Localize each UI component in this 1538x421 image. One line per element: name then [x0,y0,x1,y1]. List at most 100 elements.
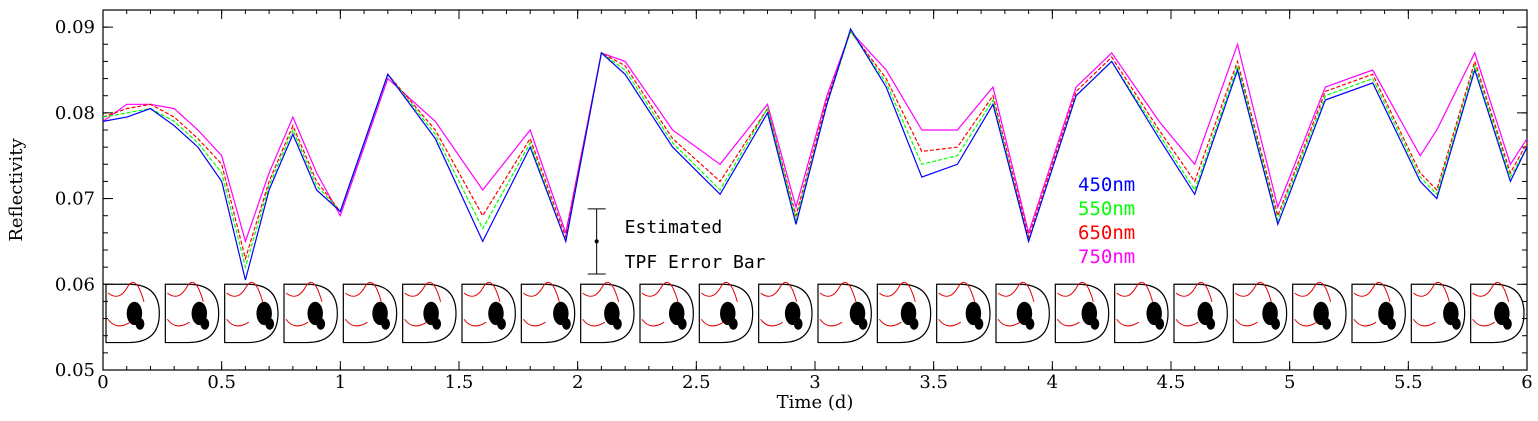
inset-image [342,281,398,344]
inset-cloud-contour [760,281,798,327]
inset-land-mass-small [974,318,984,330]
inset-image [580,281,635,344]
inset-cloud-contour [522,281,560,327]
series-line-750nm [102,30,1528,244]
inset-cloud-contour [819,281,857,327]
inset-hemisphere-outline [520,283,576,344]
inset-cloud-contour [226,281,264,327]
x-tick-label: 4 [1047,372,1058,393]
inset-image [1173,281,1228,344]
inset-cloud-contour [404,281,442,327]
inset-hemisphere-outline [639,283,694,344]
inset-land-mass-small [1155,318,1165,330]
inset-land-mass-small [612,318,622,330]
x-tick-label: 5 [1284,372,1295,393]
x-tick-label: 1.5 [445,372,474,393]
inset-land-mass-small [432,318,442,330]
inset-cloud-contour [1472,281,1510,327]
legend-entry-550nm: 550nm [1078,198,1135,220]
inset-cloud-contour [285,281,323,327]
legend-entry-750nm: 750nm [1078,246,1135,268]
inset-cloud-contour [878,281,916,327]
inset-image [1351,281,1406,344]
inset-cloud-contour [1353,281,1391,327]
x-tick-label: 0 [97,372,108,393]
inset-land-mass-small [381,318,391,330]
annotation-line-2: TPF Error Bar [625,252,766,273]
inset-image [1232,281,1288,344]
inset-land-mass-small [677,318,687,330]
inset-cloud-contour [1294,281,1332,327]
inset-image [520,281,576,344]
inset-land-mass-small [728,318,738,330]
inset-land-mass-small [858,318,868,330]
inset-land-mass-small [200,318,210,330]
inset-cloud-contour [166,281,204,327]
inset-land-mass-small [1090,318,1100,330]
y-tick-label: 0.09 [55,17,95,38]
error-bar-center-point [594,239,599,244]
series-group [102,27,1528,281]
series-line-450nm [102,27,1528,281]
inset-hemisphere-outline [1410,283,1466,344]
x-tick-label: 3.5 [919,372,948,393]
x-tick-label: 0.5 [207,372,236,393]
y-tick-label: 0.08 [55,103,95,124]
inset-hemisphere-outline [817,283,872,344]
y-axis-title: Reflectivity [6,138,27,242]
inset-image [1054,281,1110,344]
inset-image [758,281,813,344]
inset-land-mass-small [1322,318,1332,330]
inset-cloud-contour [1412,281,1450,327]
inset-image [1114,281,1169,344]
x-axis-title: Time (d) [777,392,854,413]
inset-image [639,281,694,344]
inset-cloud-contour [1234,281,1272,327]
inset-hemisphere-outline [1114,283,1169,344]
inset-land-mass-small [793,318,803,330]
inset-cloud-contour [1116,281,1154,327]
inset-hemisphere-outline [342,283,398,344]
y-tick-label: 0.07 [55,189,95,210]
inset-cloud-contour [582,281,620,327]
inset-land-mass-small [497,318,506,330]
series-line-550nm [102,30,1528,270]
inset-cloud-contour [463,281,501,327]
inset-cloud-contour [344,281,382,327]
inset-images-group [105,281,1525,344]
inset-image [1410,281,1466,344]
error-bar-annotation: Estimated TPF Error Bar [587,208,766,275]
inset-cloud-contour [700,281,738,327]
inset-land-mass-small [135,318,145,330]
inset-image [164,281,220,344]
inset-image [698,281,754,344]
inset-cloud-contour [107,281,145,327]
inset-land-mass-small [909,318,919,330]
inset-cloud-contour [1056,281,1094,327]
x-tick-label: 4.5 [1157,372,1186,393]
y-tick-label: 0.05 [55,360,95,381]
series-line-650nm [102,30,1528,261]
inset-image [461,281,516,344]
inset-image [105,281,160,344]
inset-image [936,281,991,344]
inset-cloud-contour [641,281,679,327]
x-tick-label: 2.5 [682,372,711,393]
axis-ticks-group: 0 0.5 1 1.5 2 2.5 3 3.5 4 4.5 5 5.5 6 0.05 0.06 0.07 0.0… [55,9,1533,393]
x-tick-label: 2 [572,372,583,393]
inset-image [1470,281,1525,344]
inset-image [817,281,872,344]
inset-land-mass-small [1206,318,1216,330]
inset-image [402,281,457,344]
inset-image [1292,281,1347,344]
inset-land-mass-small [316,318,326,330]
x-tick-label: 6 [1521,372,1532,393]
inset-hemisphere-outline [936,283,991,344]
inset-land-mass-small [1451,318,1461,330]
x-tick-label: 3 [809,372,820,393]
inset-cloud-contour [997,281,1035,327]
inset-hemisphere-outline [1232,283,1288,344]
y-tick-label: 0.06 [55,274,95,295]
